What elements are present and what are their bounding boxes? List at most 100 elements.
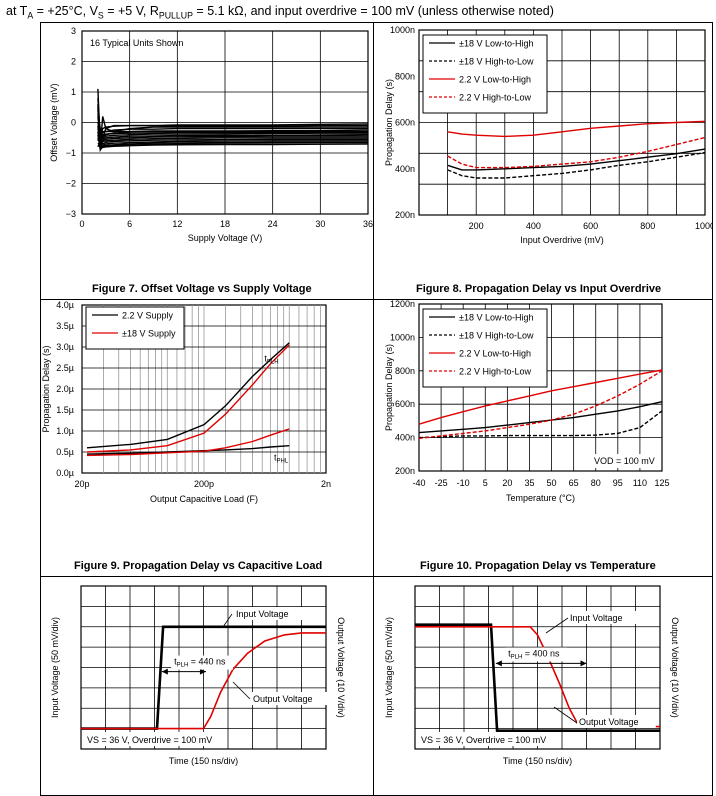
- label-tphl-sub: PHL: [277, 458, 289, 464]
- x-tick-label: 80: [591, 478, 601, 488]
- y-tick-label: 600n: [395, 399, 415, 409]
- annotation-bg: [590, 454, 660, 468]
- legend-label: ±18 V Low-to-High: [459, 39, 533, 49]
- series-line: [418, 410, 663, 439]
- x-tick-label: 0: [79, 219, 84, 229]
- page-header: at TA = +25°C, VS = +5 V, RPULLUP = 5.1 …: [6, 4, 554, 21]
- legend-box: [85, 306, 185, 350]
- header-vs-val: = +5 V, R: [103, 4, 159, 18]
- y-tick-label: 400n: [395, 433, 415, 443]
- y-axis-label: Propagation Delay (s): [41, 345, 51, 432]
- x-tick-label: 95: [613, 478, 623, 488]
- x-axis-label: Temperature (°C): [506, 493, 575, 503]
- legend-label: 2.2 V High-to-Low: [459, 367, 532, 377]
- x-axis-label: Time (150 ns/div): [169, 756, 238, 766]
- series-line: [86, 428, 290, 457]
- header-vs-sub: S: [97, 10, 104, 21]
- delay-arrowhead-left: [495, 660, 502, 667]
- delay-label-sub: PLH: [177, 663, 189, 669]
- x-axis-label: Input Overdrive (mV): [520, 235, 604, 245]
- y-tick-label: 800n: [395, 366, 415, 376]
- y-tick-label: 400n: [395, 164, 415, 174]
- x-tick-label: 400: [526, 221, 541, 231]
- label-leader: [553, 706, 578, 724]
- y-tick-label: 0.0µ: [56, 468, 74, 478]
- y-axis-label: Input Voltage (50 mV/div): [384, 617, 394, 718]
- label-tphl-t: t: [274, 452, 277, 462]
- legend-label: ±18 V Low-to-High: [459, 313, 533, 323]
- series-line: [447, 151, 706, 179]
- x-tick-label: 200: [469, 221, 484, 231]
- legend-label: ±18 V High-to-Low: [459, 57, 534, 67]
- caption-fig7: Figure 7. Offset Voltage vs Supply Volta…: [92, 283, 312, 295]
- y-axis-label: Input Voltage (50 mV/div): [50, 617, 60, 718]
- y-tick-label: 3.5µ: [56, 321, 74, 331]
- x-tick-label: 200p: [194, 479, 214, 489]
- table-divider-vertical: [373, 22, 374, 795]
- label-leader: [545, 617, 569, 634]
- annotation-bg: [417, 732, 541, 746]
- series-line: [415, 623, 660, 732]
- x-tick-label: -10: [457, 478, 470, 488]
- y-tick-label: −1: [66, 148, 76, 158]
- chart-fig8: 1000n 800n 600n 400n 200n 200 400 600 800 1000 Inp…: [384, 25, 712, 245]
- annotation: 16 Typical Units Shown: [90, 38, 183, 48]
- delay-arrowhead-right: [580, 660, 587, 667]
- series-line: [86, 445, 290, 455]
- x-axis-label: Supply Voltage (V): [188, 233, 263, 243]
- header-lead: at T: [6, 4, 28, 18]
- x-tick-label: 2n: [321, 479, 331, 489]
- delay-label-sub: PLH: [511, 654, 523, 660]
- output-voltage-label: Output Voltage: [579, 717, 639, 727]
- legend-label: 2.2 V Low-to-High: [459, 75, 531, 85]
- label-tplh: tPLH: [264, 354, 278, 366]
- chart-fig11: Time (150 ns/div) Input Voltage (50 mV/di…: [50, 585, 346, 766]
- chart-fig12: Time (150 ns/div) Input Voltage (50 mV/di…: [384, 585, 680, 766]
- x-tick-label: 800: [640, 221, 655, 231]
- series-line: [418, 370, 663, 440]
- x-axis-label: Output Capacitive Load (F): [150, 494, 258, 504]
- delay-label-value: = 440 ns: [188, 657, 226, 667]
- annotation-bg: [83, 732, 207, 746]
- label-tplh-t: t: [264, 354, 267, 364]
- delay-arrowhead-left: [161, 668, 168, 675]
- y-tick-label: 1: [71, 87, 76, 97]
- y-tick-label: 800n: [395, 71, 415, 81]
- series-line: [447, 136, 706, 169]
- series-line: [97, 113, 368, 145]
- legend-box: [422, 308, 548, 388]
- series-line: [97, 88, 368, 147]
- x-axis-label: Time (150 ns/div): [503, 756, 572, 766]
- label-tphl: tPHL: [274, 452, 289, 464]
- series-line: [97, 110, 368, 135]
- y-tick-label: 200n: [395, 466, 415, 476]
- caption-fig8: Figure 8. Propagation Delay vs Input Ove…: [416, 283, 662, 295]
- caption-fig9: Figure 9. Propagation Delay vs Capacitiv…: [74, 560, 323, 572]
- series-line: [81, 632, 326, 730]
- label-bg: [568, 611, 642, 624]
- header-ta-sub: A: [27, 10, 34, 21]
- label-tplh-sub: PLH: [267, 360, 279, 366]
- chart-fig10: 1200n 1000n 800n 600n 400n 200n -40 -25 -10 5 20 35…: [384, 300, 670, 503]
- x-tick-label: 125: [654, 478, 669, 488]
- label-leader: [232, 681, 251, 700]
- legend-label: 2.2 V High-to-Low: [459, 93, 532, 103]
- series-line: [418, 401, 663, 434]
- y-axis-label: Offset Voltage (mV): [49, 83, 59, 161]
- header-ta-val: = +25°C, V: [33, 4, 98, 18]
- y-tick-label: 4.0µ: [56, 300, 74, 310]
- legend-label: ±18 V High-to-Low: [459, 331, 534, 341]
- x-tick-label: -25: [435, 478, 448, 488]
- x-tick-label: 35: [524, 478, 534, 488]
- x-tick-label: 20: [502, 478, 512, 488]
- y-tick-label: 200n: [395, 210, 415, 220]
- y-tick-label: 0: [71, 118, 76, 128]
- x-tick-label: 20p: [74, 479, 89, 489]
- y-tick-label: −3: [66, 209, 76, 219]
- y-tick-label: 1.0µ: [56, 426, 74, 436]
- series-line: [447, 148, 706, 171]
- annotation-vod: VOD = 100 mV: [594, 456, 655, 466]
- series-line: [86, 344, 290, 453]
- table-border-right: [712, 22, 713, 795]
